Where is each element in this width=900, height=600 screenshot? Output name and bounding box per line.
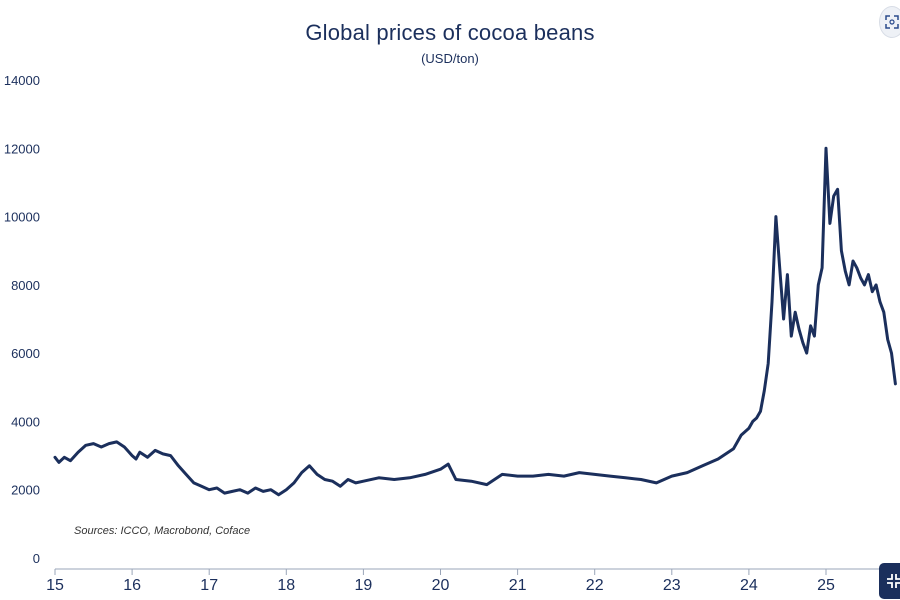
y-tick-label: 10000 <box>4 210 40 225</box>
x-tick-label: 16 <box>123 577 141 594</box>
collapse-arrows-icon <box>887 574 900 588</box>
x-tick-label: 18 <box>277 577 295 594</box>
x-tick-label: 15 <box>46 577 64 594</box>
x-tick-label: 19 <box>355 577 373 594</box>
y-tick-label: 14000 <box>4 73 40 88</box>
x-tick-label: 25 <box>817 577 835 594</box>
series-line-cocoa-price <box>53 146 897 497</box>
expand-arrows-icon <box>885 15 899 29</box>
x-tick-label: 23 <box>663 577 681 594</box>
x-tick-label: 20 <box>432 577 450 594</box>
y-tick-label: 2000 <box>11 483 40 498</box>
fullscreen-button[interactable] <box>879 563 900 599</box>
expand-button[interactable] <box>879 6 900 38</box>
y-tick-label: 4000 <box>11 414 40 429</box>
chart-title: Global prices of cocoa beans <box>305 20 595 45</box>
y-tick-label: 12000 <box>4 141 40 156</box>
y-tick-label: 6000 <box>11 346 40 361</box>
y-tick-label: 0 <box>33 551 40 566</box>
source-note: Sources: ICCO, Macrobond, Coface <box>74 525 251 537</box>
y-tick-label: 8000 <box>11 278 40 293</box>
x-tick-label: 17 <box>200 577 218 594</box>
x-tick-label: 24 <box>740 577 758 594</box>
x-tick-label: 22 <box>586 577 604 594</box>
x-tick-label: 21 <box>509 577 527 594</box>
chart-subtitle: (USD/ton) <box>421 51 479 66</box>
